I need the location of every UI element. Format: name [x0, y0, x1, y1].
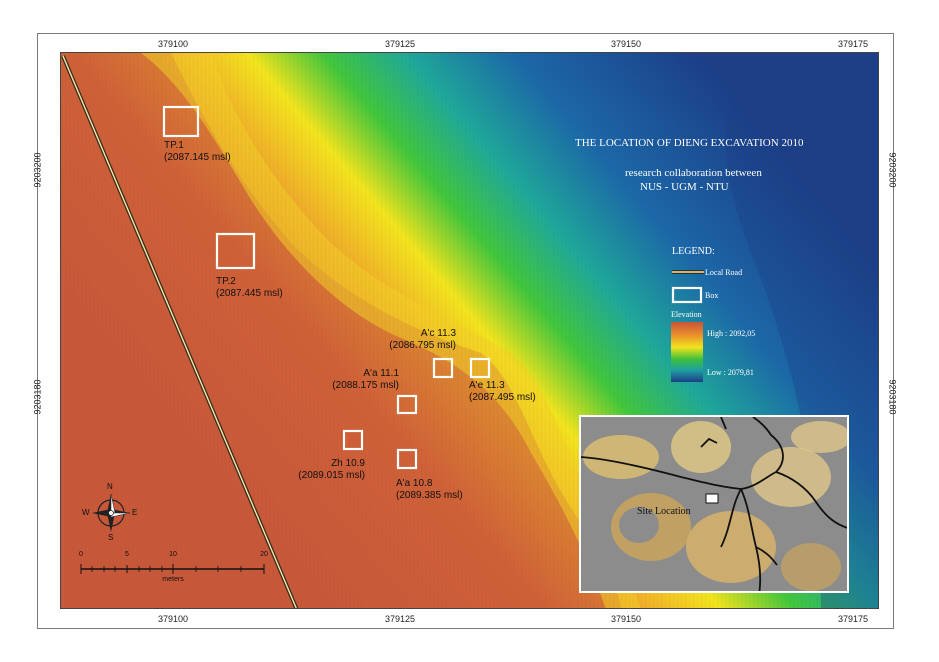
- label-zh-10-9: Zh 10.9 (2089.015 msl): [298, 458, 365, 481]
- x-tick-bottom-4: 379175: [837, 614, 869, 624]
- x-tick-top-2: 379125: [384, 39, 416, 49]
- box-tp2[interactable]: [215, 232, 256, 270]
- map-institutions: NUS - UGM - NTU: [640, 181, 729, 193]
- inset-location-map: [579, 415, 849, 593]
- compass-e-label: E: [132, 508, 138, 517]
- label-ae-11-3: A'e 11.3 (2087.495 msl): [469, 380, 536, 403]
- label-tp2: TP.2 (2087.445 msl): [216, 276, 283, 299]
- north-arrow: N S W E: [81, 482, 141, 542]
- box-zh-10-9[interactable]: [342, 429, 364, 451]
- compass-w-label: W: [82, 508, 90, 517]
- label-ac-11-3: A'c 11.3 (2086.795 msl): [389, 328, 456, 351]
- scale-bar: [80, 564, 265, 574]
- compass-s-label: S: [108, 533, 114, 542]
- x-tick-bottom-2: 379125: [384, 614, 416, 624]
- x-tick-top-1: 379100: [157, 39, 189, 49]
- scale-tick-10: 10: [169, 551, 177, 558]
- compass-n-label: N: [107, 482, 113, 491]
- box-aa-10-8[interactable]: [396, 448, 418, 470]
- elevation-ramp: [671, 322, 703, 382]
- scale-tick-20: 20: [260, 551, 268, 558]
- box-aa-11-1[interactable]: [396, 394, 418, 415]
- label-aa-11-1: A'a 11.1 (2088.175 msl): [332, 368, 399, 391]
- scale-tick-0: 0: [79, 551, 83, 558]
- legend-box-label: Box: [705, 291, 719, 300]
- box-ac-11-3[interactable]: [432, 357, 454, 379]
- legend-road-label: Local Road: [705, 268, 743, 277]
- label-aa-10-8: A'a 10.8 (2089.385 msl): [396, 478, 463, 501]
- compass-rose-icon: [92, 493, 131, 532]
- legend-high-label: High : 2092,05: [707, 329, 756, 338]
- x-tick-top-3: 379150: [610, 39, 642, 49]
- label-tp1: TP.1 (2087.145 msl): [164, 140, 231, 163]
- x-tick-bottom-3: 379150: [610, 614, 642, 624]
- scale-unit-label: meters: [162, 576, 184, 583]
- box-tp1[interactable]: [162, 105, 200, 138]
- legend-elevation-label: Elevation: [671, 310, 702, 319]
- box-ae-11-3[interactable]: [469, 357, 491, 379]
- x-tick-top-4: 379175: [837, 39, 869, 49]
- inset-site-location-label: Site Location: [637, 506, 691, 517]
- map-subtitle: research collaboration between: [625, 167, 762, 179]
- x-tick-bottom-1: 379100: [157, 614, 189, 624]
- inset-raster: [581, 417, 847, 591]
- legend-symbols: [671, 270, 704, 304]
- map-title: THE LOCATION OF DIENG EXCAVATION 2010: [575, 137, 804, 149]
- scale-tick-5: 5: [125, 551, 129, 558]
- legend-low-label: Low : 2079,81: [707, 368, 754, 377]
- legend-heading: LEGEND:: [672, 246, 715, 257]
